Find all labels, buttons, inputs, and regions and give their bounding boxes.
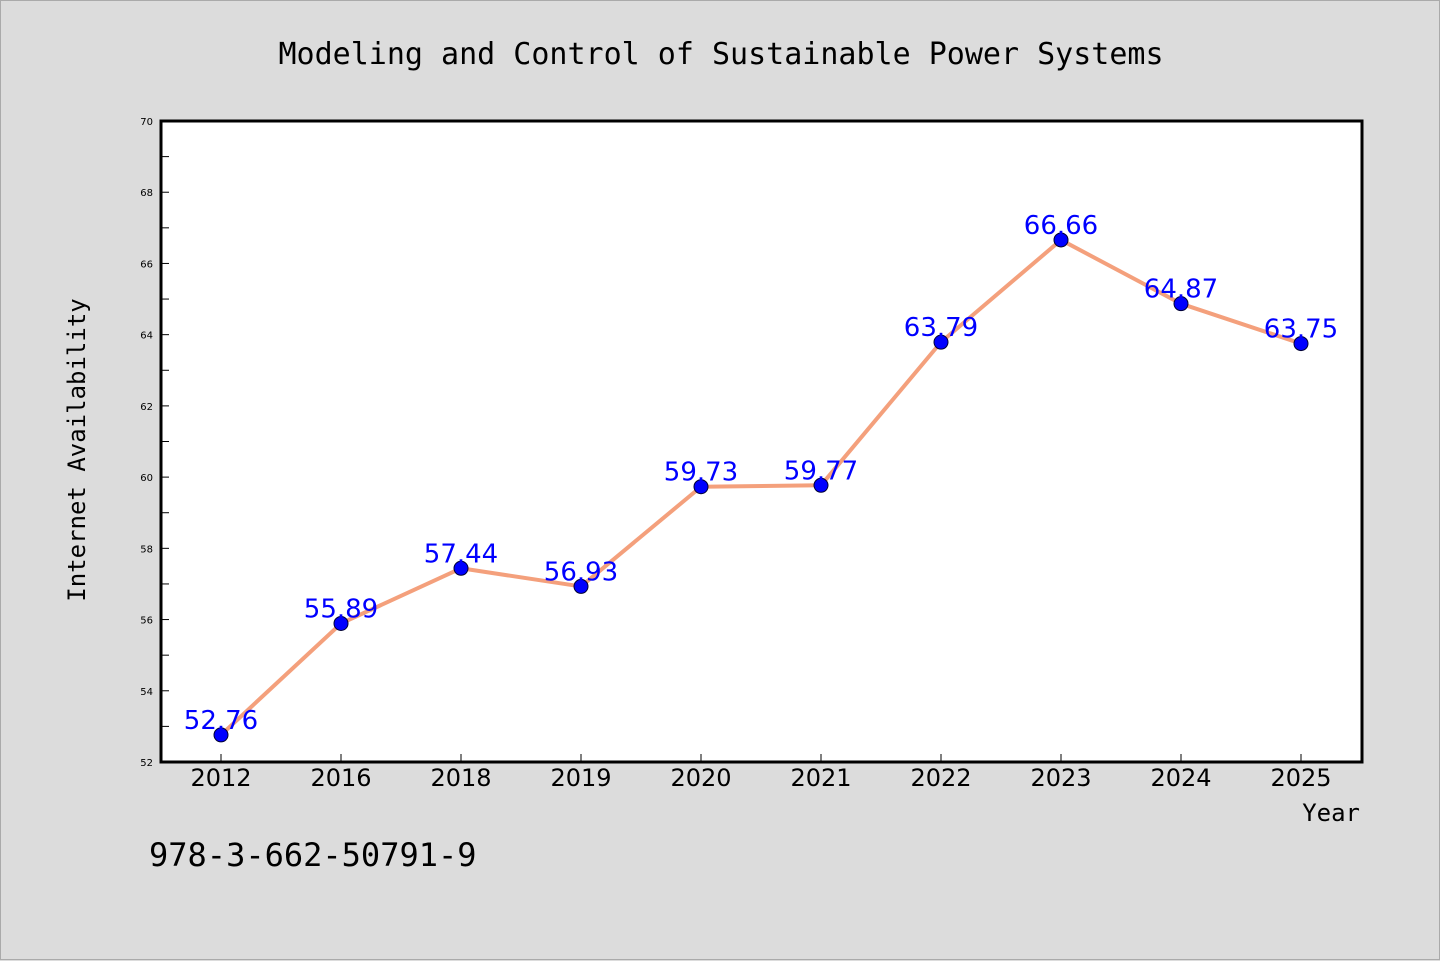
y-tick-label: 54 (140, 687, 153, 698)
data-point-marker (453, 560, 469, 576)
data-point-marker (933, 334, 949, 350)
x-tick-label: 2020 (670, 764, 731, 792)
x-tick-label: 2024 (1150, 764, 1211, 792)
x-tick-label: 2023 (1030, 764, 1091, 792)
data-label: 56.93 (544, 557, 618, 587)
x-tick-label: 2012 (190, 764, 251, 792)
y-axis-label: Internet Availability (63, 298, 91, 601)
y-tick-label: 70 (140, 117, 153, 128)
data-label: 57.44 (424, 539, 498, 569)
x-tick-label: 2019 (550, 764, 611, 792)
data-point-marker (693, 479, 709, 495)
series-line (219, 237, 1302, 737)
data-label: 59.77 (784, 456, 858, 486)
y-tick-label: 60 (140, 473, 153, 484)
data-labels: 52.76 55.89 57.44 56.93 59.73 59.77 63.79 66.66… (184, 211, 1338, 736)
x-tick-label: 2018 (430, 764, 491, 792)
data-label: 63.75 (1264, 315, 1338, 345)
data-label: 63.79 (904, 313, 978, 343)
isbn-text: 978-3-662-50791-9 (149, 836, 477, 874)
data-point-marker (213, 727, 229, 743)
data-point-marker (1293, 336, 1309, 352)
data-label: 66.66 (1024, 211, 1098, 241)
y-tick-label: 68 (140, 188, 153, 199)
y-tick-label: 56 (140, 616, 153, 627)
data-label: 59.73 (664, 458, 738, 488)
y-axis: 52 54 56 58 60 62 64 66 68 70 (140, 117, 169, 769)
x-tick-label: 2025 (1270, 764, 1331, 792)
y-tick-label: 64 (140, 331, 153, 342)
y-tick-label: 66 (140, 259, 153, 270)
plot-area (159, 119, 1364, 764)
data-point-marker (813, 477, 829, 493)
x-axis-label: Year (1302, 799, 1360, 827)
data-point-marker (333, 615, 349, 631)
data-point-marker (1173, 296, 1189, 312)
x-tick-label: 2022 (910, 764, 971, 792)
x-tick-label: 2016 (310, 764, 371, 792)
chart-title: Modeling and Control of Sustainable Powe… (278, 37, 1163, 72)
x-tick-label: 2021 (790, 764, 851, 792)
data-label: 52.76 (184, 706, 258, 736)
data-label: 55.89 (304, 594, 378, 624)
y-tick-label: 58 (140, 544, 153, 555)
data-point-marker (1053, 232, 1069, 248)
series-path (219, 237, 1302, 737)
data-point-marker (573, 578, 589, 594)
series-markers (213, 232, 1309, 743)
data-label: 64.87 (1144, 275, 1218, 305)
x-axis: 2012 2016 2018 2019 2020 2021 2022 2023 2024 2025 (190, 754, 1332, 792)
y-tick-label: 62 (140, 402, 153, 413)
y-tick-label: 52 (140, 758, 153, 769)
